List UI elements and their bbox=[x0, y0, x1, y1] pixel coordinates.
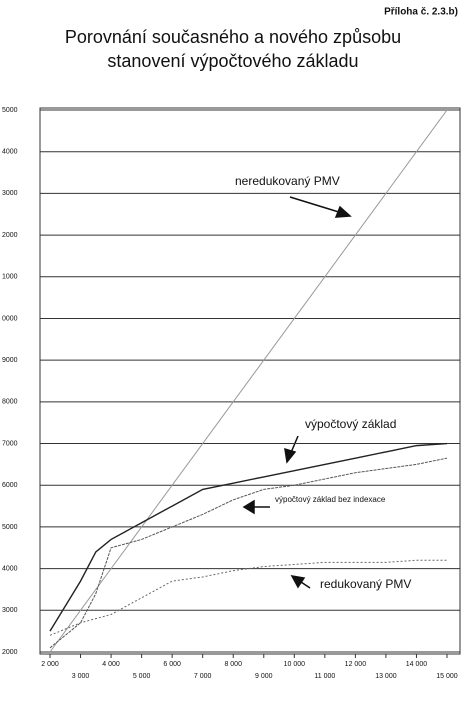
chart-subtitle: stanovení výpočtového základu bbox=[107, 51, 358, 71]
y-tick-label: 2000 bbox=[2, 232, 18, 239]
y-tick-label: 0000 bbox=[2, 315, 18, 322]
x-tick-label: 14 000 bbox=[406, 661, 428, 668]
x-tick-label: 10 000 bbox=[284, 661, 306, 668]
series-line bbox=[49, 109, 448, 653]
series-annotation: redukovaný PMV bbox=[320, 577, 411, 591]
y-tick-label: 9000 bbox=[2, 357, 18, 364]
x-tick-label: 15 000 bbox=[436, 673, 458, 680]
y-tick-label: 5000 bbox=[2, 107, 18, 114]
x-tick-label: 9 000 bbox=[255, 673, 273, 680]
x-tick-label: 5 000 bbox=[133, 673, 151, 680]
x-tick-label: 6 000 bbox=[163, 661, 181, 668]
x-tick-label: 4 000 bbox=[102, 661, 120, 668]
x-tick-label: 2 000 bbox=[41, 661, 59, 668]
arrow-head bbox=[284, 447, 297, 464]
series-line bbox=[49, 559, 447, 636]
series-line bbox=[49, 457, 448, 649]
arrow-head bbox=[290, 575, 306, 589]
y-tick-label: 7000 bbox=[2, 440, 18, 447]
chart-title: Porovnání současného a nového způsobu bbox=[65, 27, 401, 47]
annotation-arrows bbox=[242, 196, 352, 589]
x-tick-label: 7 000 bbox=[194, 673, 212, 680]
y-tick-label: 3000 bbox=[2, 190, 18, 197]
y-tick-label: 4000 bbox=[2, 565, 18, 572]
y-tick-label: 5000 bbox=[2, 524, 18, 531]
y-tick-label: 8000 bbox=[2, 399, 18, 406]
series-annotation: neredukovaný PMV bbox=[235, 174, 340, 188]
arrow-head bbox=[242, 499, 255, 515]
series-line bbox=[49, 442, 448, 632]
series-annotation: výpočtový základ bbox=[305, 417, 396, 431]
arrow-head bbox=[334, 205, 352, 218]
x-tick-label: 11 000 bbox=[314, 673, 335, 680]
y-tick-label: 2000 bbox=[2, 649, 18, 656]
x-tick-label: 12 000 bbox=[345, 661, 367, 668]
y-tick-label: 1000 bbox=[2, 274, 18, 281]
x-tick-label: 8 000 bbox=[224, 661, 242, 668]
y-tick-label: 4000 bbox=[2, 149, 18, 156]
x-tick-label: 3 000 bbox=[72, 673, 90, 680]
annex-label: Příloha č. 2.3.b) bbox=[384, 7, 458, 18]
y-tick-label: 6000 bbox=[2, 482, 18, 489]
y-tick-label: 3000 bbox=[2, 607, 18, 614]
x-tick-label: 13 000 bbox=[375, 673, 397, 680]
arrow bbox=[289, 196, 343, 214]
series-annotation: výpočtový základ bez indexace bbox=[275, 495, 386, 504]
plot-frame bbox=[39, 107, 461, 655]
